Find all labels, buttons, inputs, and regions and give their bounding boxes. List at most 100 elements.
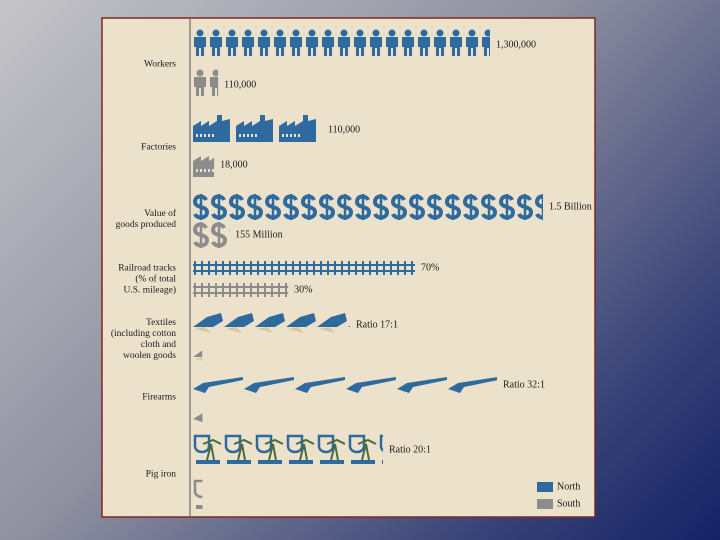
icon: [291, 270, 297, 272]
icon: [208, 169, 210, 172]
icon: [193, 115, 230, 142]
icon: [258, 37, 270, 56]
icon: [278, 261, 280, 275]
icon: [286, 434, 304, 454]
icon: [389, 270, 395, 272]
value-label: 18,000: [220, 159, 248, 170]
icon: [320, 460, 344, 464]
icon: [226, 37, 238, 56]
icon: [193, 270, 199, 272]
pictogram: [194, 69, 219, 96]
icon: [194, 283, 196, 297]
icon: [235, 270, 241, 272]
icon: [235, 264, 241, 266]
icon: [338, 37, 350, 56]
value-label: 70%: [421, 262, 439, 273]
icon: [362, 261, 364, 275]
icon: [298, 134, 300, 137]
icon: [317, 313, 347, 327]
icon: [194, 77, 206, 96]
icon: [376, 261, 378, 275]
icon: [402, 37, 414, 56]
icon: [319, 270, 325, 272]
icon: [212, 169, 214, 172]
pictogram: [193, 283, 289, 297]
icon: [383, 261, 385, 275]
icon: [284, 292, 289, 294]
icon: [201, 283, 203, 297]
icon: [317, 434, 335, 454]
icon: [193, 377, 243, 393]
icon: [233, 438, 253, 461]
icon: [299, 261, 301, 275]
icon: [212, 29, 220, 37]
icon: [210, 77, 219, 96]
icon: [194, 37, 206, 56]
category-label: Pig iron: [145, 469, 176, 480]
icon: [410, 264, 415, 266]
icon: [251, 134, 253, 137]
icon: [334, 261, 336, 275]
category-label: Value of goods produced: [115, 209, 176, 230]
icon: [466, 37, 478, 56]
value-label: Ratio 17:1: [356, 319, 398, 330]
icon: [244, 377, 294, 393]
icon: [214, 264, 220, 266]
icon: [404, 29, 412, 37]
pictogram: [193, 222, 230, 248]
icon: [207, 292, 213, 294]
icon: [313, 261, 315, 275]
icon: [270, 270, 276, 272]
icon: [256, 270, 262, 272]
icon: [357, 438, 377, 461]
icon: [242, 292, 248, 294]
icon: [263, 292, 269, 294]
icon: [263, 286, 269, 288]
icon: [308, 29, 316, 37]
icon: [285, 261, 287, 275]
icon: [250, 283, 252, 297]
icon: [242, 270, 248, 272]
icon: [243, 283, 245, 297]
icon: [201, 261, 203, 275]
pictogram: [194, 29, 490, 56]
icon: [468, 29, 476, 37]
icon: [250, 261, 252, 275]
icon: [212, 69, 219, 77]
icon: [396, 264, 402, 266]
icon: [290, 37, 302, 56]
icon: [285, 283, 287, 297]
icon: [340, 264, 346, 266]
icon: [228, 270, 234, 272]
icon: [228, 29, 236, 37]
icon: [295, 438, 315, 461]
icon: [346, 377, 396, 393]
icon: [221, 292, 227, 294]
icon: [195, 357, 203, 361]
icon: [195, 327, 211, 333]
icon: [448, 377, 497, 393]
pictogram: [193, 479, 203, 509]
icon: [319, 264, 325, 266]
icon: [382, 264, 388, 266]
icon: [284, 286, 289, 288]
icon: [351, 460, 375, 464]
icon: [410, 270, 415, 272]
icon: [370, 37, 382, 56]
icon: [278, 283, 280, 297]
icon: [222, 283, 224, 297]
category-label: Railroad tracks (% of total U.S. mileage…: [118, 263, 176, 296]
icon: [340, 270, 346, 272]
icon: [255, 313, 285, 327]
icon: [356, 29, 364, 37]
icon: [354, 264, 360, 266]
icon: [403, 270, 409, 272]
pictogram: [193, 115, 316, 142]
icon: [322, 37, 334, 56]
icon: [271, 261, 273, 275]
icon: [207, 270, 213, 272]
icon: [284, 270, 290, 272]
icon: [207, 264, 213, 266]
